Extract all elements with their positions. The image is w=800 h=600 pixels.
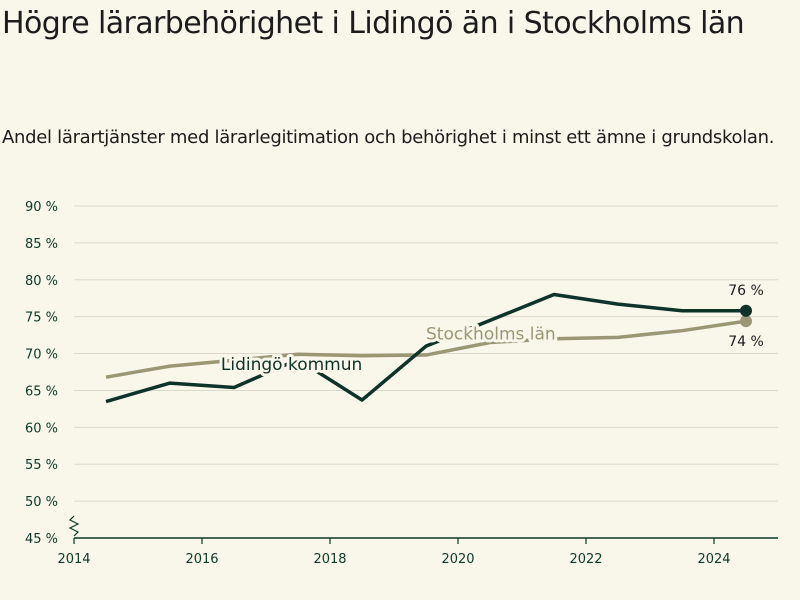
end-value-label: 76 % xyxy=(728,283,764,299)
y-tick-label: 85 % xyxy=(25,237,58,252)
end-point-liding-kommun xyxy=(740,304,752,317)
y-tick-label: 80 % xyxy=(25,274,58,289)
series-line-stockholms-l-n xyxy=(105,319,747,379)
y-tick-label: 65 % xyxy=(25,384,58,399)
x-tick-label: 2020 xyxy=(441,552,474,567)
series-label-halo: Lidingö kommun xyxy=(221,355,362,375)
x-tick-label: 2024 xyxy=(697,552,730,567)
axis-break-icon xyxy=(68,515,80,537)
chart-title: Högre lärarbehörighet i Lidingö än i Sto… xyxy=(2,6,745,41)
series-line-liding-kommun xyxy=(105,292,746,404)
series-lines xyxy=(105,292,752,404)
series-label-halo: Stockholms län xyxy=(426,325,556,345)
series-label-liding-kommun: Lidingö kommun xyxy=(221,355,362,375)
y-tick-label: 90 % xyxy=(25,200,58,215)
y-axis-ticks: 45 % 50 % 55 % 60 % 65 % 70 % 75 % 80 % 85 % 90 % xyxy=(25,200,58,547)
x-tick-label: 2014 xyxy=(57,552,90,567)
y-tick-label: 55 % xyxy=(25,458,58,473)
y-tick-label: 45 % xyxy=(25,532,58,547)
end-point-stockholms-l-n xyxy=(740,315,752,328)
end-value-label: 74 % xyxy=(728,334,764,350)
x-tick-label: 2018 xyxy=(313,552,346,567)
x-tick-label: 2016 xyxy=(185,552,218,567)
x-axis-ticks: 2014 2016 2018 2020 2022 2024 xyxy=(57,538,731,567)
x-tick-label: 2022 xyxy=(569,552,602,567)
y-tick-label: 60 % xyxy=(25,421,58,436)
y-tick-label: 75 % xyxy=(25,311,58,326)
y-tick-label: 70 % xyxy=(25,348,58,363)
chart-subtitle: Andel lärartjänster med lärarlegitimatio… xyxy=(2,127,775,148)
y-tick-label: 50 % xyxy=(25,495,58,510)
series-label-stockholms-l-n: Stockholms län xyxy=(426,325,556,345)
gridlines xyxy=(74,205,778,502)
